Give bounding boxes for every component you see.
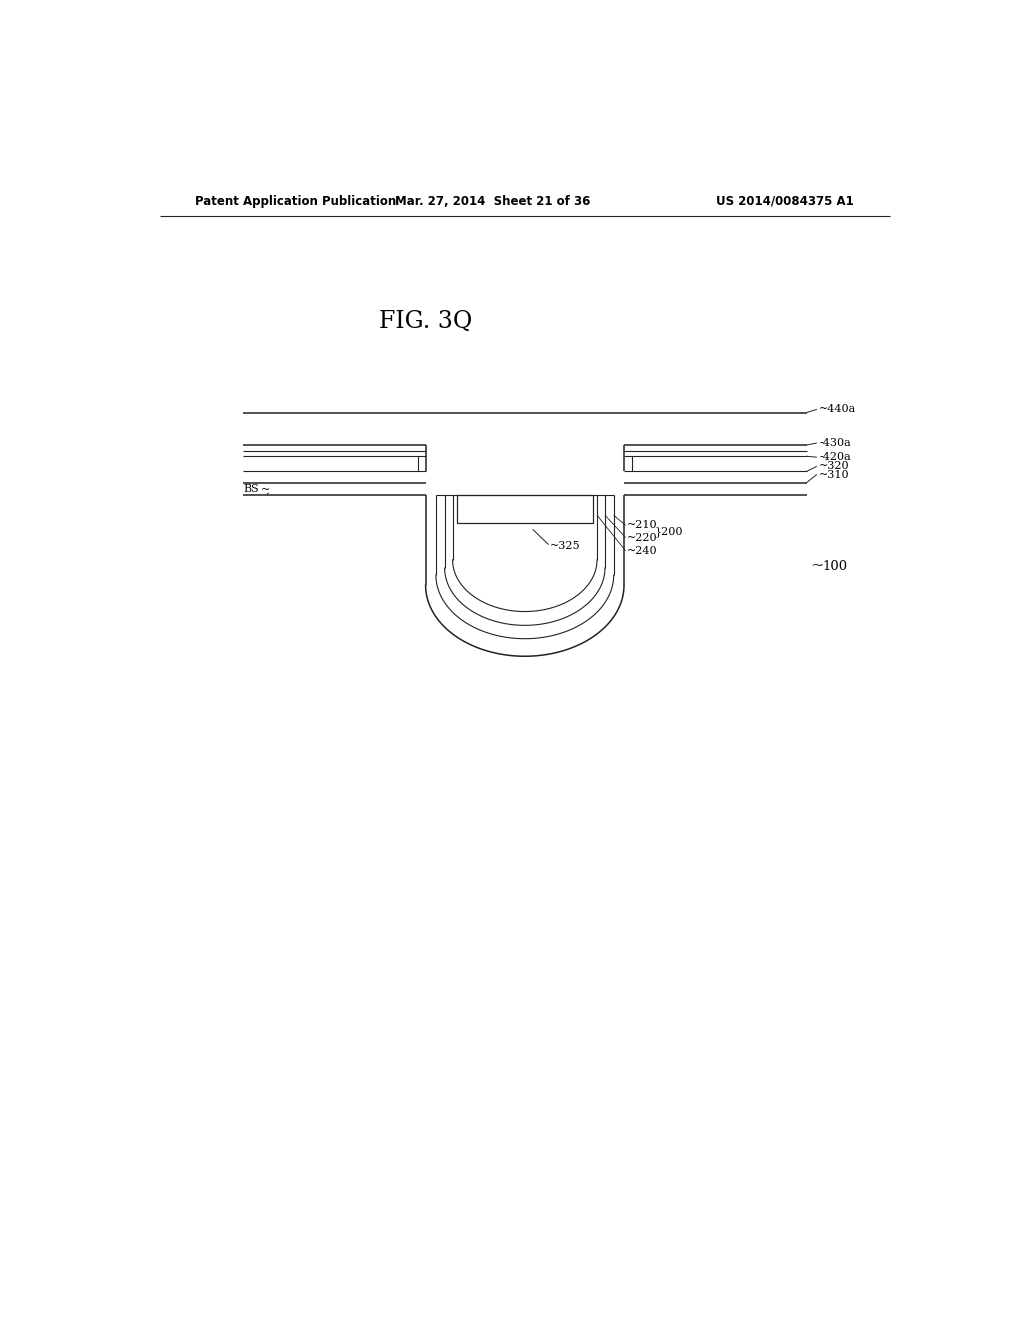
Text: ~240: ~240: [627, 545, 657, 556]
Text: ~320: ~320: [819, 462, 850, 471]
Text: ~210: ~210: [627, 520, 657, 531]
Text: ~325: ~325: [550, 541, 581, 550]
Text: FIG. 3Q: FIG. 3Q: [379, 309, 472, 333]
Text: BS: BS: [243, 483, 259, 494]
Bar: [457, 495, 593, 523]
Text: }200: }200: [654, 527, 683, 537]
Text: US 2014/0084375 A1: US 2014/0084375 A1: [717, 194, 854, 207]
Text: Patent Application Publication: Patent Application Publication: [196, 194, 396, 207]
Text: ~440a: ~440a: [819, 404, 856, 414]
Text: Mar. 27, 2014  Sheet 21 of 36: Mar. 27, 2014 Sheet 21 of 36: [395, 194, 591, 207]
Text: -430a: -430a: [819, 438, 851, 447]
Text: -420a: -420a: [819, 453, 851, 462]
Text: 100: 100: [822, 561, 848, 573]
Text: ~: ~: [811, 557, 824, 573]
Text: ~: ~: [261, 484, 270, 495]
Text: ~310: ~310: [819, 470, 850, 479]
Text: ~220: ~220: [627, 532, 657, 543]
